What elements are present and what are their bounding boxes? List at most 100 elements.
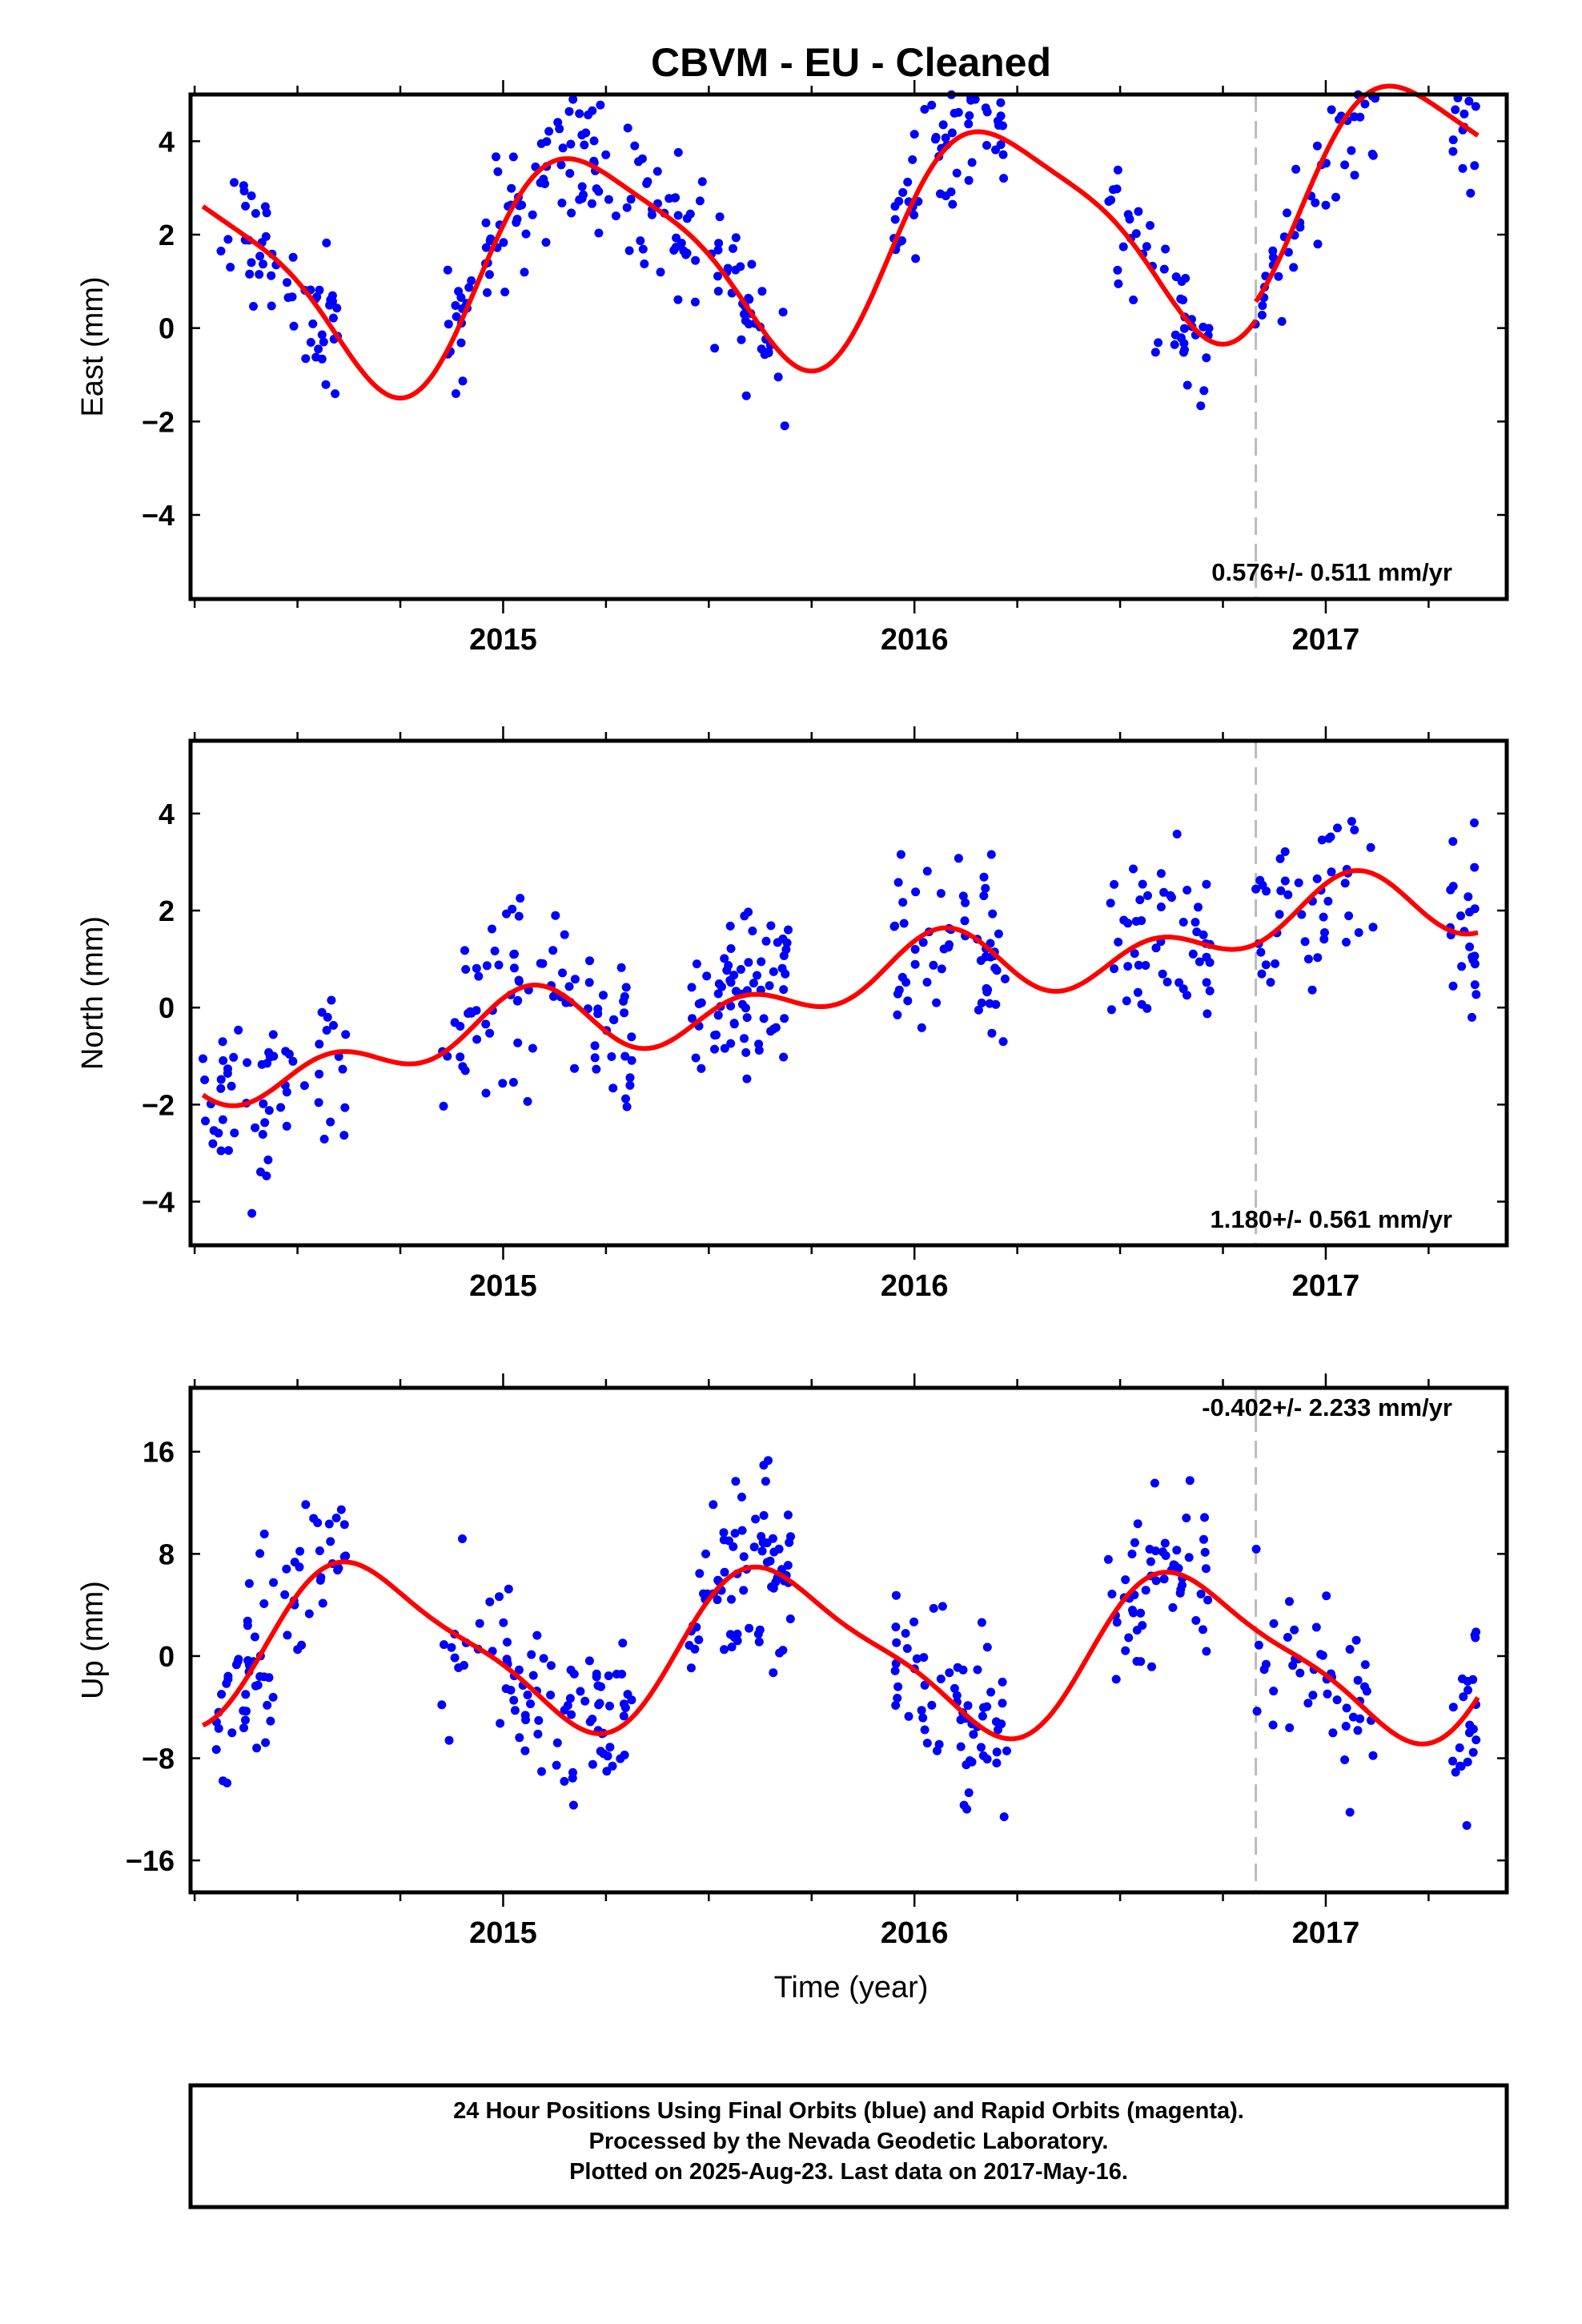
data-point xyxy=(988,909,998,919)
data-point xyxy=(456,338,466,348)
data-point xyxy=(652,167,662,176)
data-point xyxy=(560,1776,569,1786)
data-point xyxy=(322,1026,331,1035)
data-point xyxy=(247,258,256,267)
data-point xyxy=(1368,1751,1378,1760)
data-point xyxy=(309,1514,319,1523)
data-point xyxy=(322,238,331,247)
data-point xyxy=(234,1025,243,1035)
data-point xyxy=(521,229,531,239)
data-point xyxy=(620,1703,630,1712)
data-point xyxy=(475,1618,484,1628)
data-point xyxy=(1118,242,1128,251)
data-point xyxy=(520,1746,530,1755)
data-point xyxy=(223,1064,232,1074)
footer-line-3: Plotted on 2025-Aug-23. Last data on 201… xyxy=(569,2159,1128,2185)
data-point xyxy=(611,211,620,221)
data-point xyxy=(575,109,584,119)
y-tick-label: −8 xyxy=(142,1743,175,1775)
data-point xyxy=(736,262,745,271)
data-point xyxy=(903,996,913,1006)
data-point xyxy=(749,1542,759,1552)
data-point xyxy=(1202,353,1211,363)
data-point xyxy=(673,211,683,220)
data-point xyxy=(1350,112,1359,122)
data-point xyxy=(317,330,327,340)
data-point xyxy=(607,1051,616,1061)
data-point xyxy=(319,337,328,347)
data-point xyxy=(936,189,945,199)
data-point xyxy=(1342,1703,1351,1713)
data-point xyxy=(217,1690,227,1699)
data-point xyxy=(498,1079,508,1088)
data-point xyxy=(264,1047,274,1057)
data-point xyxy=(568,94,578,104)
data-point xyxy=(534,1715,544,1725)
data-point xyxy=(911,887,921,897)
data-point xyxy=(620,991,629,1001)
data-point xyxy=(255,251,265,261)
data-point xyxy=(719,1528,729,1538)
data-point xyxy=(621,1094,630,1104)
data-point xyxy=(474,971,484,981)
data-point xyxy=(227,1728,237,1738)
data-point xyxy=(737,335,746,344)
data-point xyxy=(1323,1689,1332,1699)
data-point xyxy=(488,924,496,934)
data-point xyxy=(1199,1625,1207,1634)
data-point xyxy=(742,1013,752,1023)
data-point xyxy=(527,1650,536,1659)
data-point xyxy=(608,1084,618,1093)
data-point xyxy=(759,1510,769,1520)
data-point xyxy=(1252,1707,1262,1716)
data-point xyxy=(258,1130,267,1139)
data-point xyxy=(1354,928,1363,937)
data-point xyxy=(757,344,766,354)
data-point xyxy=(464,283,474,292)
data-point xyxy=(1110,879,1119,889)
data-point xyxy=(517,200,527,210)
data-point xyxy=(481,1019,491,1029)
data-point xyxy=(552,1738,562,1747)
data-point xyxy=(1196,401,1206,411)
data-point xyxy=(715,212,725,222)
data-point xyxy=(503,1638,512,1647)
data-point xyxy=(1178,296,1188,305)
data-point xyxy=(899,919,909,928)
data-point xyxy=(1113,165,1122,175)
data-point xyxy=(267,301,276,311)
data-point xyxy=(936,889,946,899)
data-point xyxy=(1203,1595,1213,1605)
data-point xyxy=(720,1567,729,1577)
data-point xyxy=(323,1012,332,1022)
data-point xyxy=(627,1055,636,1065)
data-point xyxy=(1133,987,1142,997)
y-axis-label: East (mm) xyxy=(76,276,110,416)
x-tick-label: 2015 xyxy=(469,1269,537,1303)
data-point xyxy=(199,1054,207,1063)
data-point xyxy=(451,389,460,398)
data-point xyxy=(241,201,251,211)
data-point xyxy=(1472,990,1481,999)
data-point xyxy=(759,1014,769,1023)
data-point xyxy=(218,1037,227,1047)
data-point xyxy=(992,1747,1002,1757)
data-point xyxy=(495,1592,504,1602)
y-tick-label: 8 xyxy=(159,1538,175,1570)
data-point xyxy=(761,1477,770,1486)
data-point xyxy=(778,308,788,317)
data-point xyxy=(565,1694,575,1703)
data-point xyxy=(922,1739,932,1748)
data-point xyxy=(729,1019,739,1028)
data-point xyxy=(1351,1635,1361,1645)
data-point xyxy=(1168,1602,1178,1612)
data-point xyxy=(778,934,788,943)
data-point xyxy=(890,215,900,224)
data-point xyxy=(742,1074,752,1084)
data-point xyxy=(1285,1723,1295,1732)
data-point xyxy=(331,389,340,399)
data-point xyxy=(1150,1478,1159,1488)
data-point xyxy=(594,1700,604,1710)
data-point xyxy=(216,1084,226,1093)
data-point xyxy=(222,1679,231,1688)
